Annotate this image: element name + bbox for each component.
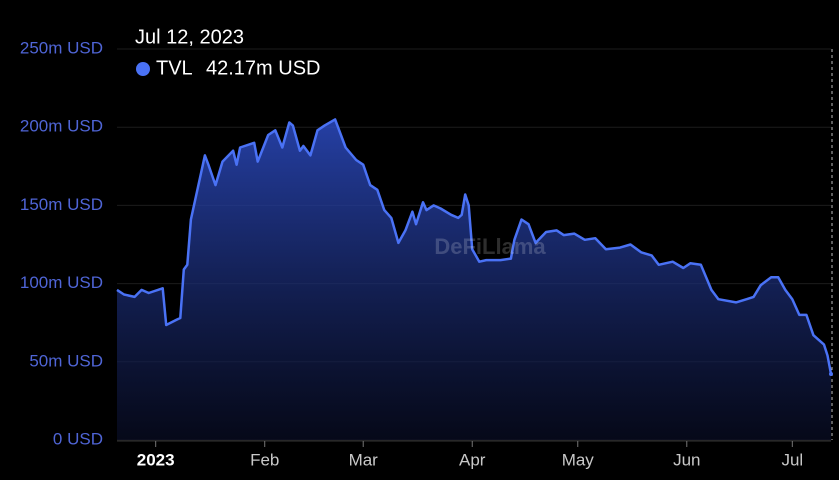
y-tick-label: 50m USD (29, 351, 103, 370)
y-tick-label: 250m USD (20, 38, 103, 57)
x-tick-label: Mar (349, 450, 379, 469)
area (117, 119, 831, 441)
plot (116, 49, 833, 441)
y-tick-label: 200m USD (20, 117, 103, 136)
y-tick-label: 150m USD (20, 195, 103, 214)
x-tick-label: Jun (673, 450, 700, 469)
legend-dot (136, 62, 150, 76)
axes: 0 USD 50m USD 100m USD 150m USD 200m USD 250m… (20, 38, 831, 469)
tooltip-date: Jul 12, 2023 (135, 26, 244, 48)
tooltip-value: 42.17m USD (206, 57, 321, 79)
y-tick-label: 0 USD (53, 429, 103, 448)
x-tick-label: May (562, 450, 595, 469)
x-tick-label: Feb (250, 450, 279, 469)
y-tick-label: 100m USD (20, 273, 103, 292)
x-tick-label: Apr (459, 450, 486, 469)
line (116, 118, 833, 375)
hover-point (829, 372, 833, 377)
watermark: DeFiLlama (434, 234, 546, 259)
legend-label: TVL (156, 57, 193, 79)
x-tick-label: 2023 (137, 450, 175, 469)
x-tick-label: Jul (781, 450, 803, 469)
